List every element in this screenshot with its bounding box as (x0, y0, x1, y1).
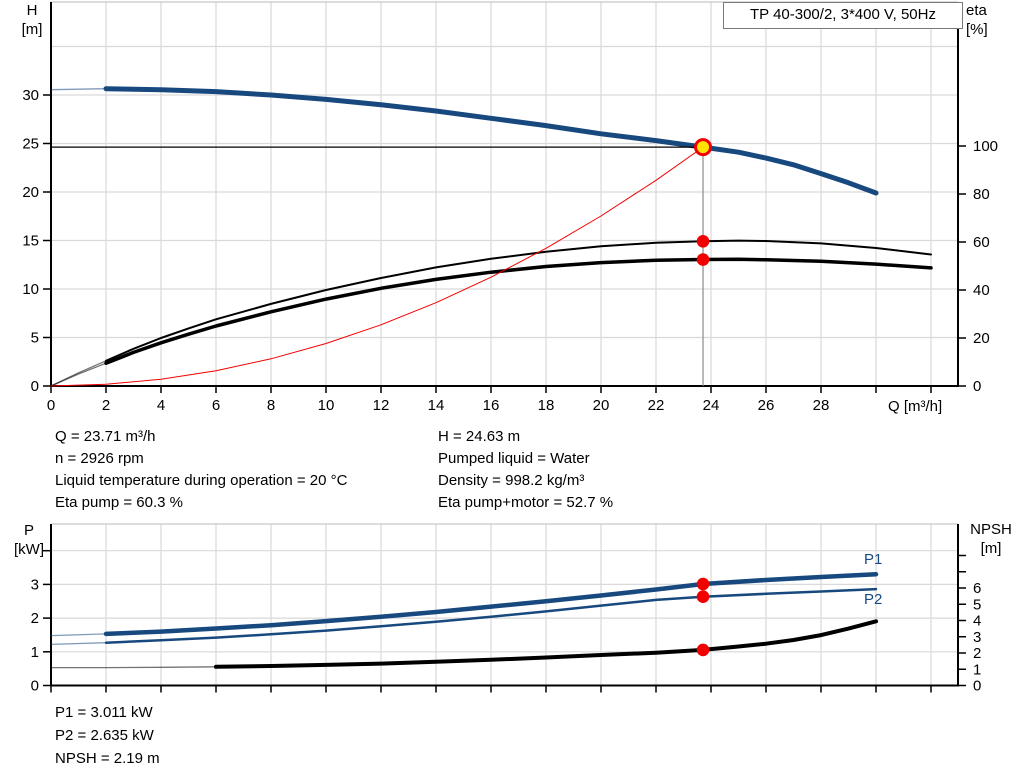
x-tick-label: 26 (758, 397, 775, 414)
p2-curve (104, 587, 878, 644)
head-curve (103, 86, 879, 196)
left-tick-label: 15 (22, 233, 39, 250)
info-pumped-liquid: Pumped liquid = Water (438, 450, 590, 467)
left-tick-label: 20 (22, 184, 39, 201)
x-tick-label: 2 (102, 397, 110, 414)
left-tick-label: 1 (31, 644, 39, 661)
info-p1: P1 = 3.011 kW (55, 704, 153, 721)
p2-curve-thin (50, 642, 107, 646)
x-tick-label: 0 (47, 397, 55, 414)
left-tick-label: 3 (31, 576, 39, 593)
right-tick-label: 80 (973, 186, 990, 203)
pump-title-text: TP 40-300/2, 3*400 V, 50Hz (750, 6, 936, 23)
duty-dot-marker (696, 577, 710, 591)
left-tick-label: 0 (31, 378, 39, 395)
info-q: Q = 23.71 m³/h (55, 428, 156, 445)
duty-dot-marker (696, 234, 710, 248)
info-eta-pump: Eta pump = 60.3 % (55, 494, 183, 511)
left-tick-label: 10 (22, 281, 39, 298)
info-eta-pump-motor: Eta pump+motor = 52.7 % (438, 494, 614, 511)
right-tick-label: 2 (973, 645, 981, 662)
duty-info-right: H = 24.63 m Pumped liquid = Water Densit… (438, 426, 613, 514)
info-liquid-temp: Liquid temperature during operation = 20… (55, 472, 348, 489)
info-h: H = 24.63 m (438, 428, 521, 445)
left-tick-label: 30 (22, 87, 39, 104)
duty-info-bottom: P1 = 3.011 kW P2 = 2.635 kW NPSH = 2.19 … (55, 701, 160, 770)
x-tick-label: 14 (428, 397, 445, 414)
duty-dot-marker (696, 590, 710, 604)
eta-pump-motor-curve-thin (50, 362, 107, 387)
eta-pump-motor-curve (104, 257, 933, 365)
x-tick-label: 12 (373, 397, 390, 414)
info-density: Density = 998.2 kg/m³ (438, 472, 585, 489)
p1-curve-thin (50, 633, 107, 637)
left-tick-label: 0 (31, 678, 39, 695)
p-axis-label: P [kW] (10, 521, 48, 559)
right-tick-label: 40 (973, 282, 990, 299)
x-tick-label: 10 (318, 397, 335, 414)
x-tick-label: 22 (648, 397, 665, 414)
npsh-axis-label: NPSH [m] (964, 520, 1018, 558)
head-curve-thin (50, 88, 107, 91)
system-curve (50, 146, 704, 387)
x-tick-label: 18 (538, 397, 555, 414)
x-tick-label: 16 (483, 397, 500, 414)
eta-axis-label: eta [%] (966, 1, 1010, 39)
h-axis-label-line2: [m] (21, 21, 43, 38)
right-tick-label: 6 (973, 580, 981, 597)
x-tick-label: 24 (703, 397, 720, 414)
duty-info-left: Q = 23.71 m³/h n = 2926 rpm Liquid tempe… (55, 426, 347, 514)
duty-point-marker (694, 138, 713, 157)
p-axis-label-line2: [kW] (14, 541, 44, 558)
p2-curve-label: P2 (864, 591, 883, 608)
eta-axis-label-line2: [%] (966, 21, 988, 38)
right-tick-label: 100 (973, 138, 998, 155)
right-tick-label: 20 (973, 330, 990, 347)
h-axis-label: H [m] (14, 1, 50, 39)
eta-pump-curve (105, 239, 932, 362)
right-tick-label: 5 (973, 596, 981, 613)
right-tick-label: 3 (973, 629, 981, 646)
right-tick-label: 60 (973, 234, 990, 251)
x-tick-label: 20 (593, 397, 610, 414)
npsh-curve (214, 619, 878, 669)
npsh-axis-label-line2: [m] (980, 540, 1002, 557)
right-tick-label: 1 (973, 661, 981, 678)
info-n: n = 2926 rpm (55, 450, 144, 467)
left-tick-label: 25 (22, 136, 39, 153)
h-axis-label-line1: H (26, 2, 38, 19)
left-tick-label: 5 (31, 330, 39, 347)
left-tick-label: 2 (31, 610, 39, 627)
duty-dot-marker (696, 643, 710, 657)
npsh-axis-label-line1: NPSH (970, 521, 1012, 538)
x-tick-label: 8 (267, 397, 275, 414)
x-tick-label: 4 (157, 397, 165, 414)
npsh-curve-thin (50, 666, 217, 669)
duty-dot-marker (696, 253, 710, 266)
p1-curve (103, 572, 879, 637)
x-tick-label: 6 (212, 397, 220, 414)
p-axis-label-line1: P (23, 522, 34, 539)
right-tick-label: 0 (973, 378, 981, 395)
p1-curve-label: P1 (864, 551, 883, 568)
info-npsh: NPSH = 2.19 m (55, 750, 160, 767)
info-p2: P2 = 2.635 kW (55, 727, 154, 744)
pump-title-box: TP 40-300/2, 3*400 V, 50Hz (723, 2, 963, 29)
eta-axis-label-line1: eta (966, 2, 987, 19)
right-tick-label: 4 (973, 613, 981, 630)
x-tick-label: 28 (813, 397, 830, 414)
right-tick-label: 0 (973, 678, 981, 695)
q-axis-label: Q [m³/h] (888, 398, 943, 415)
